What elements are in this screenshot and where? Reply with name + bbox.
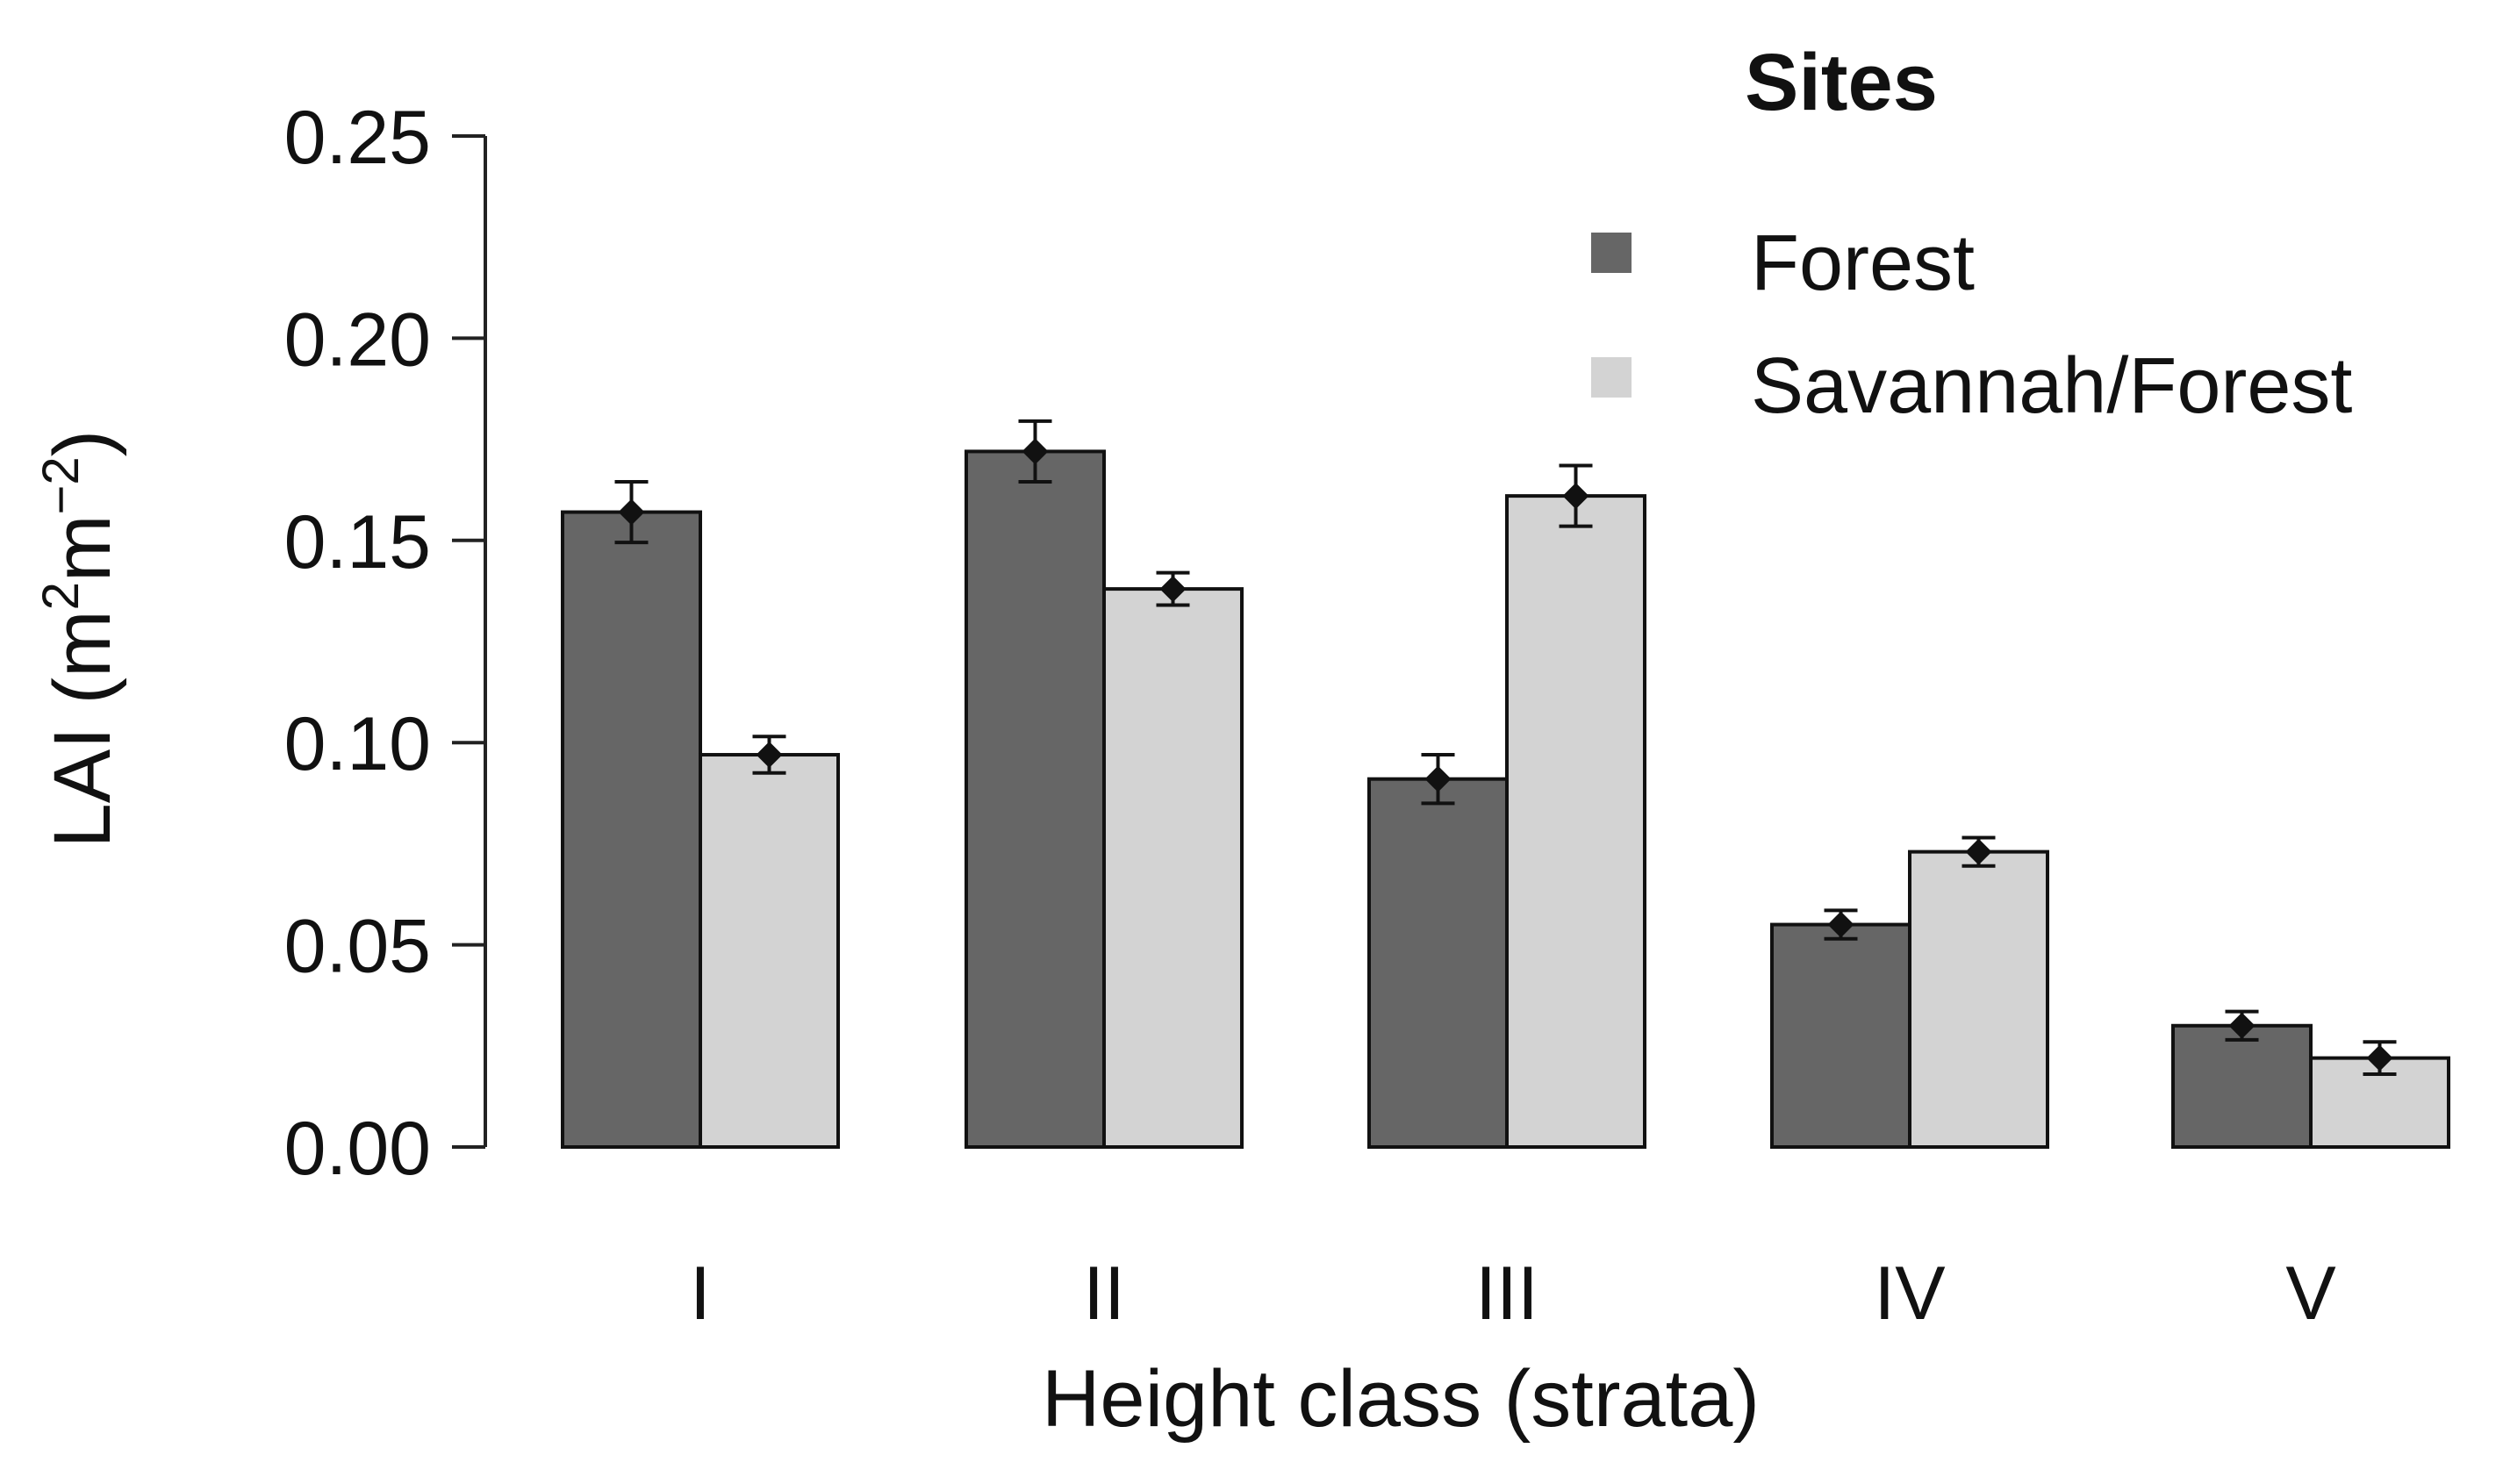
x-tick-label-III: III xyxy=(1475,1251,1538,1336)
bar-forest-II xyxy=(965,449,1106,1149)
y-axis-title-exp1: 2 xyxy=(32,582,90,610)
bar-savannah-forest-V xyxy=(2309,1056,2450,1150)
bar-forest-IV xyxy=(1770,922,1911,1150)
y-tick-label-2: 0.10 xyxy=(284,702,431,786)
y-tick-label-5: 0.25 xyxy=(284,96,431,180)
bar-savannah-forest-II xyxy=(1102,587,1244,1149)
legend-title: Sites xyxy=(1745,38,1938,127)
x-tick-label-V: V xyxy=(2285,1251,2335,1336)
x-axis-title: Height class (strata) xyxy=(1042,1354,1760,1444)
y-tick-label-1: 0.05 xyxy=(284,905,431,989)
mean-marker-savannah-forest-II xyxy=(1159,576,1187,603)
y-axis: 0.00 0.05 0.10 0.15 0.20 0.25 xyxy=(284,96,487,1191)
bar-savannah-forest-III xyxy=(1505,494,1646,1149)
mean-marker-savannah-forest-I xyxy=(756,742,783,769)
x-tick-label-IV: IV xyxy=(1874,1251,1945,1336)
y-axis-title: LAI (m2m−2) xyxy=(32,430,127,849)
mean-marker-savannah-forest-IV xyxy=(1965,838,1992,865)
y-axis-title-prefix: LAI (m xyxy=(38,610,127,848)
legend-swatch-forest xyxy=(1591,233,1632,273)
mean-marker-forest-I xyxy=(618,498,645,526)
bar-savannah-forest-IV xyxy=(1908,850,2049,1150)
x-tick-labels: I II III IV V xyxy=(690,1251,2336,1336)
mean-marker-forest-V xyxy=(2228,1012,2256,1039)
bar-savannah-forest-I xyxy=(699,753,840,1149)
x-tick-label-I: I xyxy=(690,1251,711,1336)
y-axis-title-mid: m xyxy=(38,514,127,582)
y-axis-title-suffix: ) xyxy=(38,430,127,457)
y-tick-label-3: 0.15 xyxy=(284,500,431,584)
legend-label-savannah-forest: Savannah/Forest xyxy=(1751,342,2352,430)
y-tick-label-4: 0.20 xyxy=(284,298,431,382)
mean-marker-forest-IV xyxy=(1827,911,1854,938)
mean-marker-savannah-forest-III xyxy=(1562,483,1589,510)
legend: Sites Forest Savannah/Forest xyxy=(1591,38,2352,430)
mean-marker-forest-II xyxy=(1022,438,1049,465)
legend-swatch-savannah-forest xyxy=(1591,357,1632,398)
x-tick-label-II: II xyxy=(1083,1251,1125,1336)
mean-marker-savannah-forest-V xyxy=(2366,1044,2393,1072)
bar-forest-I xyxy=(561,510,702,1149)
bar-forest-III xyxy=(1367,777,1509,1149)
mean-marker-forest-III xyxy=(1424,765,1452,792)
bar-forest-V xyxy=(2171,1023,2313,1150)
bars xyxy=(561,419,2450,1150)
y-tick-label-0: 0.00 xyxy=(284,1107,431,1191)
legend-label-forest: Forest xyxy=(1751,219,1975,307)
y-axis-title-exp2: −2 xyxy=(32,456,90,514)
